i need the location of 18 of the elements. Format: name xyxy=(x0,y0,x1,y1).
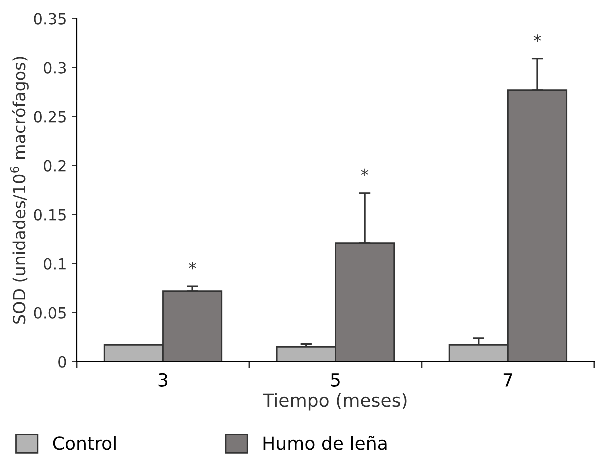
y-tick-label: 0.35 xyxy=(34,13,66,25)
y-tick-label: 0 xyxy=(58,356,66,368)
y-tick-label: 0.15 xyxy=(34,209,66,221)
x-tick-label: 5 xyxy=(331,374,340,387)
y-tick-label: 0.3 xyxy=(44,62,66,74)
legend-label: Control xyxy=(53,436,116,450)
y-tick-label: 0.25 xyxy=(34,111,66,123)
x-tick-label: 3 xyxy=(158,373,168,387)
annotation: * xyxy=(534,34,542,42)
annotation: * xyxy=(188,262,196,270)
x-axis-title: Tiempo (meses) xyxy=(263,393,407,411)
annotation: * xyxy=(361,168,369,176)
y-axis-title: SOD (unidades/10$^{6}$ macrófagos) xyxy=(10,57,29,324)
y-tick-label: 0.05 xyxy=(34,307,66,319)
legend-label: Humo de leña xyxy=(264,436,387,450)
x-tick-label: 7 xyxy=(504,374,512,387)
y-tick-label: 0.2 xyxy=(44,160,66,172)
y-tick-label: 0.1 xyxy=(44,258,66,270)
